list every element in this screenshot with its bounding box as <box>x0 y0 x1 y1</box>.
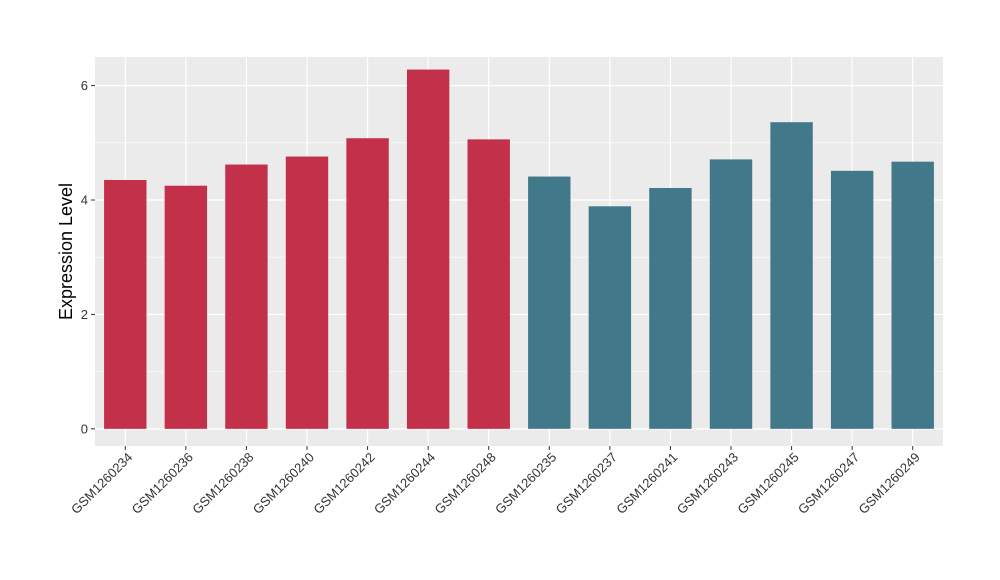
x-tick-label: GSM1260238 <box>189 450 256 517</box>
bar-GSM1260241 <box>649 188 692 429</box>
x-tick-label: GSM1260245 <box>734 450 801 517</box>
x-tick-label: GSM1260248 <box>431 450 498 517</box>
x-tick-label: GSM1260240 <box>250 450 317 517</box>
x-tick-label: GSM1260242 <box>310 450 377 517</box>
x-tick-label: GSM1260244 <box>371 450 438 517</box>
bar-GSM1260248 <box>467 139 510 429</box>
x-tick-label: GSM1260249 <box>855 450 922 517</box>
bar-GSM1260245 <box>770 122 813 429</box>
x-axis: GSM1260234GSM1260236GSM1260238GSM1260240… <box>68 446 923 517</box>
plot-panel <box>95 57 943 446</box>
x-tick-label: GSM1260234 <box>68 450 135 517</box>
y-axis-title: Expression Level <box>56 183 76 320</box>
y-tick-label: 2 <box>81 307 88 322</box>
y-tick-label: 4 <box>81 193 88 208</box>
x-tick-label: GSM1260243 <box>674 450 741 517</box>
y-tick-label: 0 <box>81 421 88 436</box>
bar-GSM1260249 <box>891 161 934 429</box>
bar-GSM1260240 <box>285 156 329 429</box>
bars <box>104 69 934 429</box>
bar-GSM1260234 <box>104 179 147 429</box>
bar-GSM1260247 <box>830 170 874 429</box>
bar-GSM1260237 <box>588 206 632 429</box>
x-tick-label: GSM1260237 <box>553 450 620 517</box>
x-tick-label: GSM1260241 <box>613 450 680 517</box>
x-tick-label: GSM1260236 <box>129 450 196 517</box>
bar-GSM1260235 <box>528 176 571 429</box>
bar-GSM1260236 <box>164 185 208 429</box>
bar-GSM1260242 <box>346 138 389 429</box>
bar-GSM1260244 <box>406 69 450 429</box>
x-tick-label: GSM1260235 <box>492 450 559 517</box>
y-tick-label: 6 <box>81 78 88 93</box>
bar-GSM1260243 <box>709 159 753 429</box>
x-tick-label: GSM1260247 <box>795 450 862 517</box>
bar-GSM1260238 <box>225 164 268 429</box>
y-axis: 0 2 4 6 <box>81 78 95 436</box>
